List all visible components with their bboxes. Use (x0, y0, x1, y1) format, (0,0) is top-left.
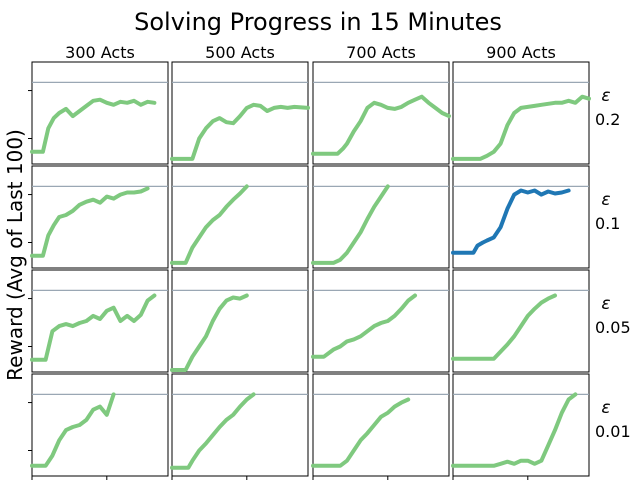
series-line-2-0 (30, 293, 157, 362)
series-line-2-2 (311, 293, 417, 359)
series-line-0-2 (311, 94, 451, 156)
panel-0-2 (311, 61, 451, 165)
row-label-symbol-3: ε (601, 398, 610, 418)
chart-title: Solving Progress in 15 Minutes (134, 8, 502, 36)
row-label-value-3: 0.01 (595, 422, 631, 441)
panel-frame (171, 373, 309, 477)
series-line-0-3 (451, 94, 591, 161)
panel-grid (28, 61, 591, 480)
panel-frame (452, 373, 590, 477)
panel-frame (312, 61, 450, 165)
series-line-1-1 (170, 184, 249, 265)
column-header-3: 900 Acts (486, 43, 556, 62)
row-label-value-1: 0.1 (595, 214, 620, 233)
row-label-value-2: 0.05 (595, 318, 631, 337)
series-line-0-0 (30, 97, 157, 154)
series-line-0-1 (170, 102, 310, 161)
panel-frame (31, 269, 169, 373)
panel-1-1 (170, 165, 309, 269)
panel-frame (31, 165, 169, 269)
panel-0-1 (170, 61, 310, 165)
column-header-1: 500 Acts (205, 43, 275, 62)
panel-1-2 (311, 165, 450, 269)
panel-frame (171, 61, 309, 165)
column-header-2: 700 Acts (346, 43, 416, 62)
panel-2-1 (170, 269, 309, 373)
panel-1-0 (28, 165, 169, 269)
series-line-3-3 (451, 392, 578, 468)
panel-frame (171, 165, 309, 269)
column-header-0: 300 Acts (65, 43, 135, 62)
panel-2-3 (451, 269, 590, 373)
series-line-3-0 (30, 392, 116, 468)
panel-frame (312, 165, 450, 269)
series-line-1-0 (30, 186, 150, 258)
series-line-2-3 (451, 293, 557, 361)
series-line-1-3 (451, 188, 571, 255)
y-axis-label: Reward (Avg of Last 100) (3, 129, 27, 381)
panel-frame (171, 269, 309, 373)
panel-frame (452, 61, 590, 165)
panel-2-0 (28, 269, 169, 373)
panel-frame (31, 61, 169, 165)
panel-frame (312, 373, 450, 477)
series-line-3-2 (311, 397, 411, 468)
column-headers: 300 Acts 500 Acts 700 Acts 900 Acts (65, 43, 556, 62)
series-line-1-2 (311, 184, 390, 265)
series-line-2-1 (170, 293, 249, 372)
panel-frame (312, 269, 450, 373)
panel-3-3 (451, 373, 590, 480)
panel-0-0 (28, 61, 169, 165)
panel-3-1 (170, 373, 309, 480)
row-label-value-0: 0.2 (595, 110, 620, 129)
panel-0-3 (451, 61, 591, 165)
panel-3-0 (28, 373, 169, 480)
row-label-symbol-0: ε (601, 86, 610, 106)
panel-3-2 (311, 373, 450, 480)
row-label-symbol-1: ε (601, 190, 610, 210)
row-labels: ε 0.2 ε 0.1 ε 0.05 ε 0.01 (595, 86, 631, 441)
panel-1-3 (451, 165, 590, 269)
row-label-symbol-2: ε (601, 294, 610, 314)
series-line-3-1 (170, 392, 256, 470)
panel-frame (452, 165, 590, 269)
panel-frame (31, 373, 169, 477)
panel-frame (452, 269, 590, 373)
panel-2-2 (311, 269, 450, 373)
